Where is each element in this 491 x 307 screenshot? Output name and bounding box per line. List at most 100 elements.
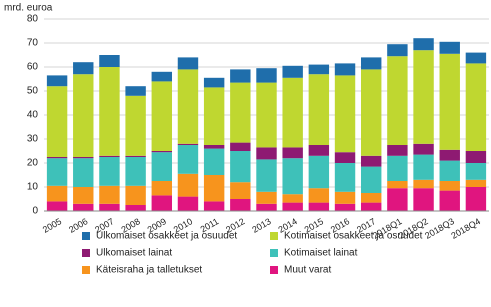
bar-segment xyxy=(203,87,225,145)
bar-segment xyxy=(151,195,173,211)
bar-segment xyxy=(73,62,94,75)
legend-swatch xyxy=(270,266,278,274)
legend-label: Kotimaiset lainat xyxy=(284,248,358,259)
bar-segment xyxy=(334,203,356,211)
bar-segment xyxy=(360,166,382,193)
bar-segment xyxy=(230,142,251,151)
bar-segment xyxy=(413,50,434,144)
bar-segment xyxy=(177,145,199,174)
y-tick-label: 10 xyxy=(27,182,39,193)
bar-segment xyxy=(413,179,434,189)
bar-segment xyxy=(125,86,146,96)
bar-segment xyxy=(125,155,146,157)
bar-segment xyxy=(282,202,303,211)
bar-segment xyxy=(256,191,277,204)
bar-segment xyxy=(99,157,120,186)
bar-segment xyxy=(439,41,460,54)
bar-segment xyxy=(282,65,303,78)
bar-segment xyxy=(387,155,408,181)
bar-segment xyxy=(73,158,94,187)
bar-segment xyxy=(73,74,94,157)
bar-segment xyxy=(177,57,199,70)
bar-segment xyxy=(282,158,303,195)
bar-segment xyxy=(230,199,251,211)
bar-segment xyxy=(151,81,173,151)
bar-segment xyxy=(387,188,408,211)
bar-segment xyxy=(230,151,251,183)
bar-segment xyxy=(151,181,173,196)
bar-segment xyxy=(413,38,434,51)
bar-segment xyxy=(334,63,356,76)
bar-segment xyxy=(334,75,356,153)
bar-segment xyxy=(439,149,460,161)
bar-segment xyxy=(203,145,225,149)
x-tick-label: 2018Q4 xyxy=(449,216,482,241)
x-tick-label: 2013 xyxy=(250,216,272,235)
bar-segment xyxy=(125,205,146,211)
bar-segment xyxy=(334,152,356,163)
bar-segment xyxy=(125,95,146,156)
bar-segment xyxy=(151,152,173,181)
bar-segment xyxy=(256,82,277,148)
bar-segment xyxy=(177,69,199,144)
bar-segment xyxy=(439,181,460,191)
bar-segment xyxy=(99,67,120,156)
bar-segment xyxy=(256,159,277,192)
bar-segment xyxy=(230,82,251,143)
bar-segment xyxy=(256,68,277,83)
bar-segment xyxy=(203,77,225,88)
y-tick-label: 20 xyxy=(27,158,39,169)
x-tick-label: 2005 xyxy=(41,216,63,235)
bar-segment xyxy=(308,74,330,145)
bar-segment xyxy=(439,190,460,211)
bar-segment xyxy=(413,188,434,211)
legend-label: Ulkomaiset lainat xyxy=(96,248,172,259)
bar-segment xyxy=(203,175,225,202)
bar-segment xyxy=(465,179,487,187)
legend-swatch xyxy=(270,232,278,240)
bar-segment xyxy=(282,194,303,203)
bar-segment xyxy=(360,57,382,70)
bar-segment xyxy=(73,203,94,211)
y-tick-label: 0 xyxy=(32,206,38,217)
bar-segment xyxy=(203,148,225,175)
bar-segment xyxy=(308,202,330,211)
bar-segment xyxy=(73,157,94,159)
bar-segment xyxy=(46,157,68,159)
bar-segment xyxy=(308,64,330,75)
bar-segment xyxy=(73,187,94,204)
legend-label: Ulkomaiset osakkeet ja osuudet xyxy=(96,231,237,242)
bar-segment xyxy=(177,173,199,197)
bar-segment xyxy=(439,53,460,150)
bar-segment xyxy=(99,185,120,204)
x-tick-label: 2018Q3 xyxy=(423,216,456,241)
bar-segment xyxy=(465,52,487,64)
bar-segment xyxy=(387,56,408,146)
bar-segment xyxy=(46,86,68,157)
legend-swatch xyxy=(82,232,90,240)
bar-segment xyxy=(387,181,408,189)
bar-segment xyxy=(230,69,251,83)
bar-segment xyxy=(308,145,330,156)
bar-segment xyxy=(334,191,356,204)
bar-segment xyxy=(99,203,120,211)
bar-segment xyxy=(308,188,330,203)
bar-segment xyxy=(413,143,434,155)
bar-segment xyxy=(439,160,460,181)
y-axis-label: mrd. euroa xyxy=(4,3,53,14)
legend-swatch xyxy=(82,249,90,257)
bar-segment xyxy=(177,196,199,211)
legend-swatch xyxy=(82,266,90,274)
bar-segment xyxy=(334,163,356,192)
bar-segment xyxy=(308,155,330,189)
bar-segment xyxy=(282,77,303,148)
bar-segment xyxy=(46,75,68,87)
bar-segment xyxy=(151,151,173,153)
bar-segment xyxy=(177,143,199,145)
bar-segment xyxy=(360,69,382,156)
bar-segment xyxy=(360,193,382,203)
legend-label: Muut varat xyxy=(284,265,331,276)
y-tick-label: 80 xyxy=(27,14,39,25)
bar-segment xyxy=(465,163,487,180)
